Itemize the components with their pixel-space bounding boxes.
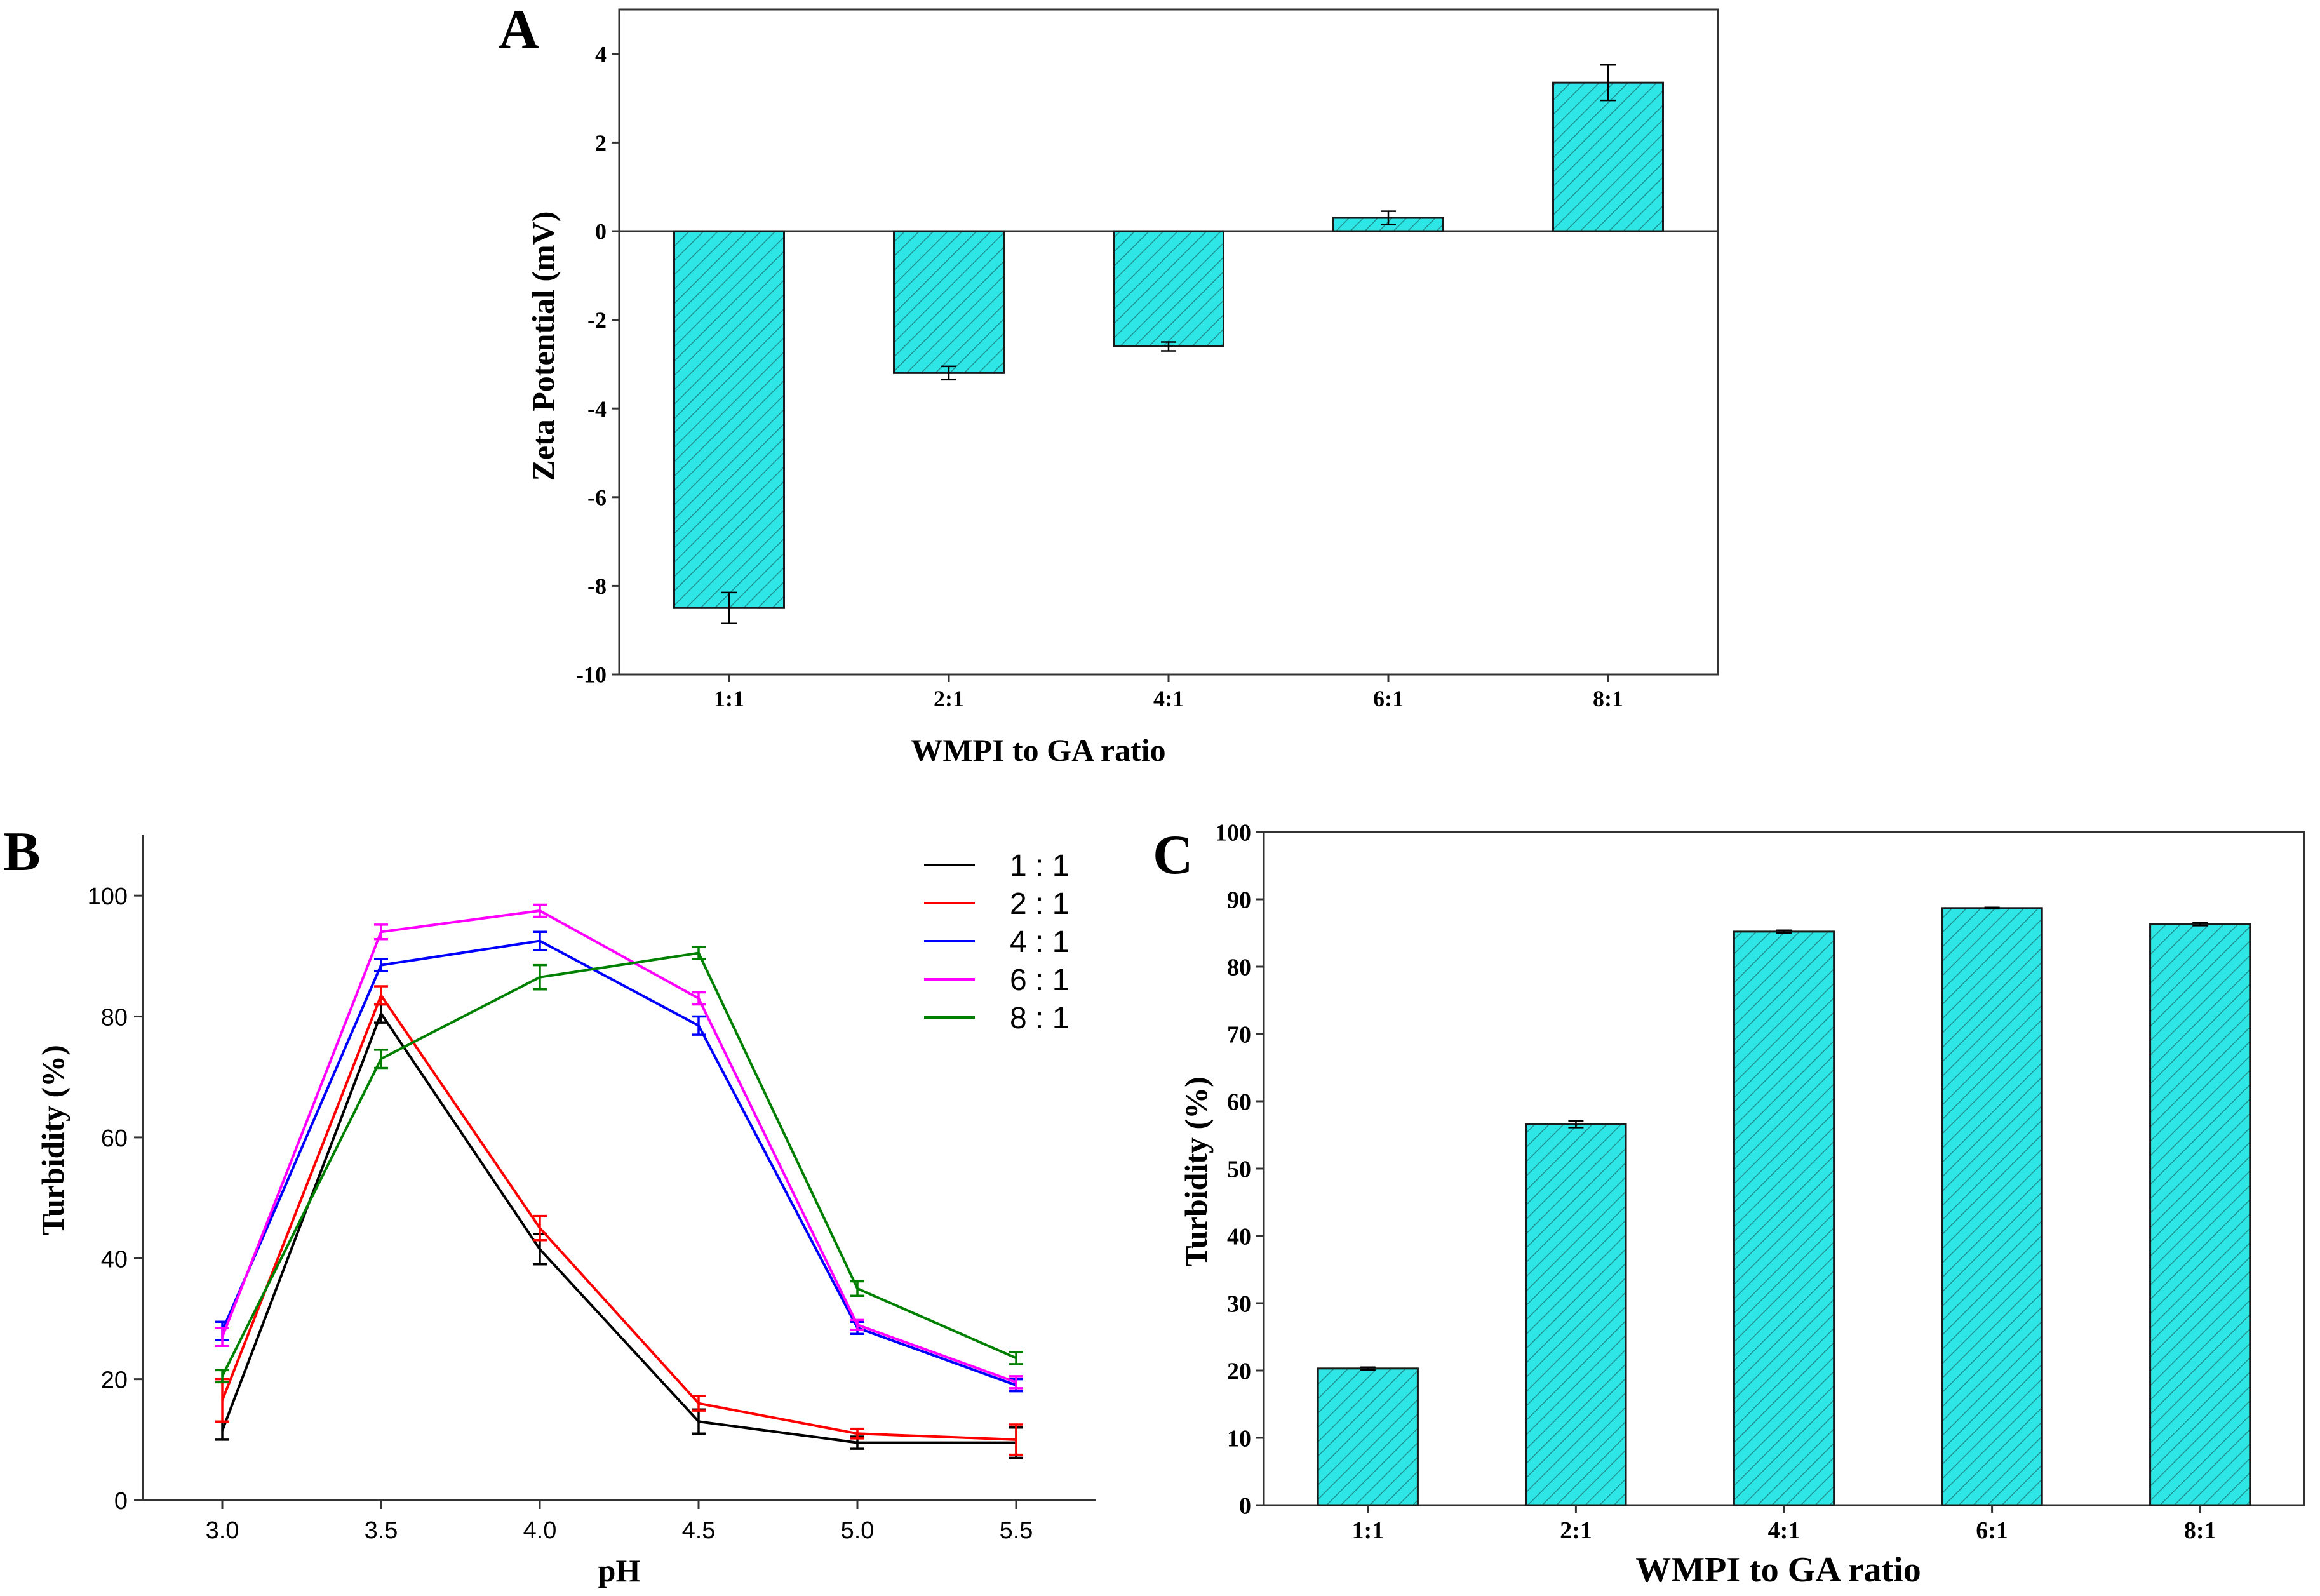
y-tick-label: 10	[1227, 1425, 1251, 1452]
legend-label: 2 : 1	[1010, 887, 1069, 921]
panel-b-xlabel: pH	[598, 1553, 641, 1588]
x-tick-label: 1:1	[714, 686, 744, 711]
panel-a-xlabel: WMPI to GA ratio	[911, 732, 1165, 768]
panel-b-ylabel: Turbidity (%)	[35, 1045, 70, 1235]
y-tick-label: 20	[101, 1367, 128, 1394]
y-tick-label: 2	[595, 130, 607, 156]
y-tick-label: 0	[1239, 1492, 1251, 1519]
y-tick-label: 40	[1227, 1223, 1251, 1250]
bar-8-1	[1552, 81, 1664, 232]
panel-label-c: C	[1153, 824, 1193, 886]
x-tick-label: 5.0	[841, 1517, 875, 1544]
x-tick-label: 3.0	[206, 1517, 239, 1544]
x-tick-label: 6:1	[1373, 686, 1404, 711]
panel-c-xlabel: WMPI to GA ratio	[1635, 1550, 1921, 1590]
series-line-1	[221, 992, 1017, 1441]
bar-4-1	[1733, 930, 1835, 1506]
y-tick-label: -2	[587, 307, 607, 333]
bar-1-1	[1317, 1367, 1419, 1506]
y-tick-label: -10	[576, 662, 607, 688]
x-tick-label: 5.5	[1000, 1517, 1033, 1544]
legend-label: 4 : 1	[1010, 925, 1069, 959]
panel-c-plot: 0 10 20 30 40 50 60 70 80 90 100 1:1 2:1 4:1 6:1 8:1	[1215, 819, 2305, 1544]
y-tick-label: 4	[595, 41, 607, 67]
x-tick-label: 4:1	[1153, 686, 1184, 711]
x-tick-label: 2:1	[934, 686, 964, 711]
y-tick-label: 60	[1227, 1089, 1251, 1115]
y-tick-label: 20	[1227, 1358, 1251, 1385]
x-tick-label: 4.5	[682, 1517, 716, 1544]
panel-b-plot: 0 20 40 60 80 100 3.0 3.5 4.0 4.5 5.0 5.5 1 : 1 2 : 1…	[88, 835, 1096, 1544]
legend-label: 6 : 1	[1010, 963, 1069, 997]
y-tick-label: 80	[101, 1005, 128, 1031]
y-tick-label: 0	[114, 1488, 128, 1515]
series-line-4	[221, 951, 1017, 1377]
panel-label-a: A	[499, 0, 539, 60]
series-line-0	[221, 1010, 1016, 1444]
panel-label-b: B	[3, 821, 41, 883]
series-line-2	[221, 939, 1017, 1387]
x-tick-label: 8:1	[1593, 686, 1623, 711]
y-tick-label: -6	[587, 485, 607, 510]
y-tick-label: -4	[587, 396, 607, 422]
y-tick-label: 100	[1215, 819, 1251, 846]
x-tick-label: 2:1	[1560, 1517, 1592, 1544]
x-tick-label: 4:1	[1768, 1517, 1800, 1544]
y-tick-label: 50	[1227, 1156, 1251, 1183]
x-tick-label: 3.5	[365, 1517, 398, 1544]
y-tick-label: 0	[595, 219, 607, 245]
y-tick-label: 90	[1227, 887, 1251, 913]
legend-label: 8 : 1	[1010, 1002, 1069, 1035]
panel-b: B 0 20 40 60 80 100 3.0 3.5 4.0 4.5 5.0 5.5 1 : 1 2 :…	[3, 821, 1096, 1588]
y-tick-label: 80	[1227, 954, 1251, 981]
bar-4-1	[1113, 230, 1224, 347]
series-line-3	[221, 909, 1017, 1384]
y-tick-label: 70	[1227, 1021, 1251, 1048]
x-tick-label: 6:1	[1976, 1517, 2008, 1544]
legend: 1 : 1 2 : 1 4 : 1 6 : 1 8 : 1	[924, 849, 1069, 1035]
bar-1-1	[673, 230, 785, 609]
bar-2-1	[893, 230, 1005, 374]
panel-c-ylabel: Turbidity (%)	[1178, 1076, 1214, 1267]
x-tick-label: 4.0	[523, 1517, 557, 1544]
x-tick-label: 1:1	[1351, 1517, 1384, 1544]
y-tick-label: 100	[88, 883, 128, 910]
bar-6-1	[1941, 907, 2043, 1506]
panel-a: A -10 -8 -6 -4 -2 0 2 4 1:1 2:1 4:1 6:1 8:1 WMPI to …	[499, 0, 1719, 768]
bar-8-1	[2149, 923, 2251, 1506]
x-tick-label: 8:1	[2184, 1517, 2216, 1544]
panel-a-ylabel: Zeta Potential (mV)	[525, 211, 561, 481]
legend-label: 1 : 1	[1010, 849, 1069, 883]
bar-2-1	[1525, 1123, 1627, 1506]
y-tick-label: 60	[101, 1125, 128, 1152]
panel-a-plot: -10 -8 -6 -4 -2 0 2 4 1:1 2:1 4:1 6:1 8:1	[576, 8, 1719, 711]
y-tick-label: -8	[587, 573, 607, 599]
y-tick-label: 40	[101, 1246, 128, 1273]
y-tick-label: 30	[1227, 1291, 1251, 1317]
